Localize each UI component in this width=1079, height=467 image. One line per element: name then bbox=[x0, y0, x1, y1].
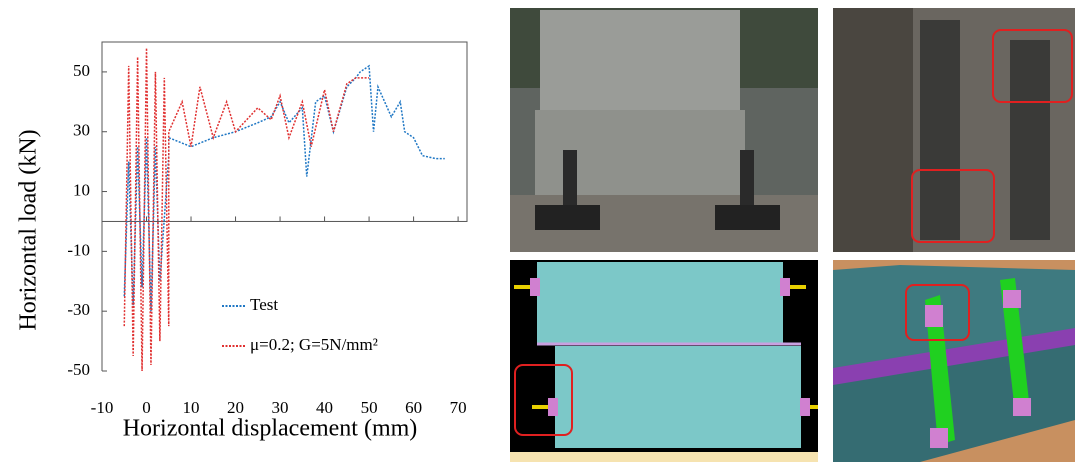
data-line bbox=[123, 64, 445, 312]
x-tick-label: 50 bbox=[361, 398, 378, 417]
y-tick-label: 10 bbox=[73, 180, 90, 199]
model-front-view bbox=[510, 260, 818, 462]
x-tick-label: 0 bbox=[142, 398, 151, 417]
legend-label: Test bbox=[250, 295, 278, 314]
x-tick-label: 10 bbox=[183, 398, 200, 417]
photo-sensors bbox=[833, 8, 1075, 252]
x-tick-label: 60 bbox=[405, 398, 422, 417]
legend-label: μ=0.2; G=5N/mm² bbox=[250, 335, 378, 354]
x-tick-label: 40 bbox=[316, 398, 333, 417]
photo-specimen bbox=[510, 8, 818, 252]
y-tick-label: 30 bbox=[73, 121, 90, 140]
x-tick-label: 20 bbox=[227, 398, 244, 417]
x-tick-label: -10 bbox=[91, 398, 114, 417]
x-tick-label: 30 bbox=[272, 398, 289, 417]
y-tick-label: -10 bbox=[67, 240, 90, 259]
x-axis-label: Horizontal displacement (mm) bbox=[123, 416, 418, 442]
x-tick-label: 70 bbox=[450, 398, 467, 417]
y-axis-label: Horizontal load (kN) bbox=[16, 129, 42, 330]
y-tick-label: -50 bbox=[67, 360, 90, 379]
data-line bbox=[123, 47, 370, 372]
y-tick-label: -30 bbox=[67, 300, 90, 319]
model-3d-view bbox=[833, 260, 1075, 462]
y-tick-label: 50 bbox=[73, 61, 90, 80]
